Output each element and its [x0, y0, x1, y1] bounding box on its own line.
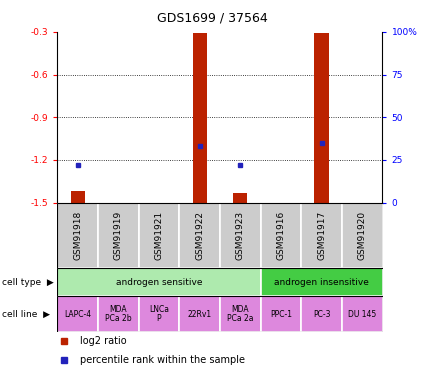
Text: GSM91919: GSM91919: [114, 211, 123, 260]
Text: percentile rank within the sample: percentile rank within the sample: [80, 355, 245, 365]
Text: MDA
PCa 2a: MDA PCa 2a: [227, 305, 253, 323]
Text: cell line  ▶: cell line ▶: [2, 310, 50, 319]
Bar: [342, 202, 383, 268]
Bar: [314, 33, 329, 203]
Bar: [57, 202, 98, 268]
Bar: [71, 191, 85, 202]
Text: DU 145: DU 145: [348, 310, 376, 318]
Bar: [220, 296, 261, 332]
Text: androgen insensitive: androgen insensitive: [274, 278, 369, 286]
Bar: [301, 296, 342, 332]
Bar: [261, 268, 382, 296]
Bar: [57, 296, 98, 332]
Text: GSM91922: GSM91922: [195, 211, 204, 260]
Text: GSM91917: GSM91917: [317, 211, 326, 260]
Text: GSM91920: GSM91920: [358, 211, 367, 260]
Text: GSM91923: GSM91923: [236, 211, 245, 260]
Bar: [342, 296, 383, 332]
Text: cell type  ▶: cell type ▶: [2, 278, 54, 286]
Bar: [179, 202, 220, 268]
Text: LNCa
P: LNCa P: [149, 305, 169, 323]
Text: androgen sensitive: androgen sensitive: [116, 278, 202, 286]
Bar: [139, 202, 179, 268]
Bar: [193, 33, 207, 203]
Bar: [233, 192, 247, 202]
Bar: [98, 202, 139, 268]
Text: 22Rv1: 22Rv1: [187, 310, 212, 318]
Bar: [220, 202, 261, 268]
Text: MDA
PCa 2b: MDA PCa 2b: [105, 305, 132, 323]
Text: LAPC-4: LAPC-4: [64, 310, 91, 318]
Text: GSM91916: GSM91916: [276, 211, 286, 260]
Bar: [98, 296, 139, 332]
Text: GSM91918: GSM91918: [73, 211, 82, 260]
Bar: [139, 296, 179, 332]
Text: GDS1699 / 37564: GDS1699 / 37564: [157, 11, 268, 24]
Text: GSM91921: GSM91921: [154, 211, 164, 260]
Text: log2 ratio: log2 ratio: [80, 336, 127, 346]
Bar: [261, 202, 301, 268]
Bar: [179, 296, 220, 332]
Bar: [57, 268, 261, 296]
Text: PC-3: PC-3: [313, 310, 330, 318]
Text: PPC-1: PPC-1: [270, 310, 292, 318]
Bar: [301, 202, 342, 268]
Bar: [261, 296, 301, 332]
